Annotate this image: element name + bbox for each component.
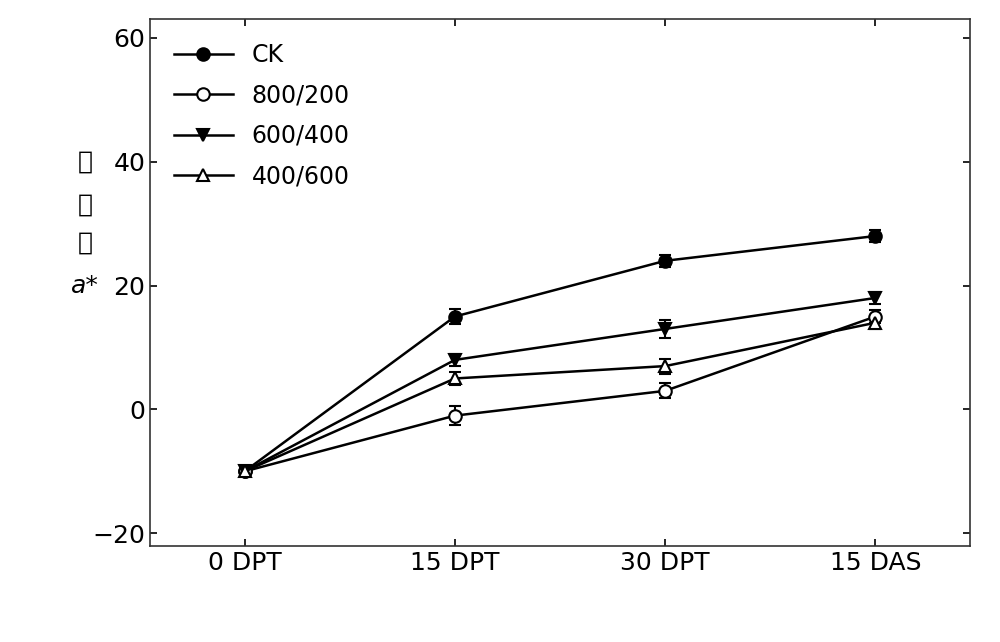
- Text: 差: 差: [77, 193, 92, 217]
- Text: 色: 色: [77, 150, 92, 174]
- Legend: CK, 800/200, 600/400, 400/600: CK, 800/200, 600/400, 400/600: [162, 31, 361, 200]
- Text: a*: a*: [71, 273, 99, 298]
- Text: 値: 値: [77, 230, 92, 254]
